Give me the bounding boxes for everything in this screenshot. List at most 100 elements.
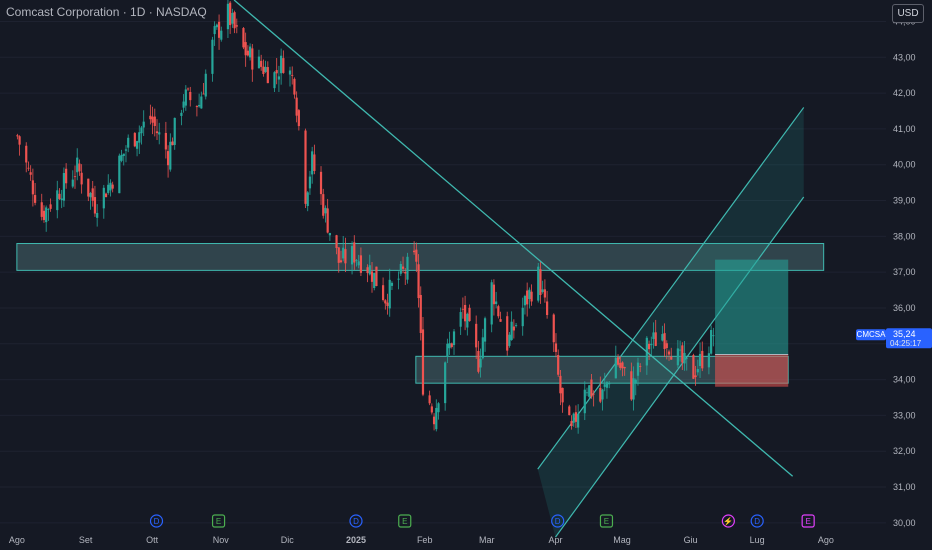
last-price-text: 35,24 xyxy=(893,329,916,339)
price-tick-label: 39,00 xyxy=(893,196,916,206)
candle-body xyxy=(169,141,172,170)
candle-body xyxy=(678,349,682,351)
event-marker[interactable]: D xyxy=(349,514,363,528)
event-marker[interactable]: E xyxy=(398,514,412,528)
time-tick-label: Ago xyxy=(9,535,25,545)
candle-body xyxy=(537,266,540,301)
candle-body xyxy=(599,388,602,402)
candle-body xyxy=(65,168,68,184)
candle-body xyxy=(616,357,620,365)
parallel-channel[interactable] xyxy=(537,107,805,538)
candle-body xyxy=(413,250,416,253)
event-marker[interactable]: D xyxy=(149,514,164,528)
candle-body xyxy=(701,350,704,369)
candle-body xyxy=(182,101,185,108)
candle-body xyxy=(311,151,314,175)
time-tick-label: Mag xyxy=(613,535,631,545)
time-tick-label: Lug xyxy=(750,535,765,545)
candle-body xyxy=(89,193,92,198)
candle-body xyxy=(559,375,562,394)
candle-body xyxy=(652,332,655,339)
event-marker-label: E xyxy=(805,517,810,526)
currency-button[interactable]: USD xyxy=(892,4,924,23)
candle-body xyxy=(368,265,371,275)
candle-body xyxy=(27,167,30,169)
time-tick-label: Feb xyxy=(417,535,433,545)
candle-body xyxy=(557,355,560,375)
candle-body xyxy=(543,289,546,298)
candle-body xyxy=(483,318,487,342)
candle-body xyxy=(366,267,369,274)
long-position-tool[interactable] xyxy=(715,259,789,387)
chart-title: Comcast Corporation · 1D · NASDAQ xyxy=(6,5,207,19)
candle-body xyxy=(244,42,247,56)
candle-body xyxy=(528,289,531,300)
time-axis[interactable]: Ago Set Ott Nov Dic 2025 Feb Mar Apr Mag Giu Lug Ago xyxy=(9,535,834,545)
candle-body xyxy=(446,343,449,357)
candle-body xyxy=(650,343,653,346)
candle-body xyxy=(308,176,312,189)
candle-body xyxy=(512,326,515,331)
candle-body xyxy=(56,190,59,211)
candle-body xyxy=(437,403,440,413)
candle-body xyxy=(561,387,564,403)
event-markers[interactable]: D E D E D E ⚡ D E xyxy=(149,514,815,528)
channel-fill xyxy=(537,107,804,538)
candle-body xyxy=(60,198,63,201)
candle-body xyxy=(663,333,666,350)
time-tick-label: Nov xyxy=(213,535,230,545)
candle-body xyxy=(102,187,105,209)
candle-body xyxy=(401,266,405,269)
candle-body xyxy=(33,195,37,203)
candle-body xyxy=(428,395,431,404)
candle-body xyxy=(337,247,340,263)
candle-body xyxy=(266,67,269,84)
candle-body xyxy=(229,2,232,26)
candle-body xyxy=(233,12,236,29)
candle-body xyxy=(111,184,114,189)
event-marker[interactable]: ⚡ xyxy=(721,514,735,528)
candle-body xyxy=(189,91,192,101)
candle-body xyxy=(448,343,451,349)
candle-body xyxy=(466,313,469,328)
bar-countdown-text: 04:25:17 xyxy=(890,339,922,348)
candle-body xyxy=(526,290,529,305)
candle-body xyxy=(127,137,130,148)
candle-body xyxy=(521,307,524,327)
event-marker[interactable]: E xyxy=(599,514,614,528)
candle-body xyxy=(477,350,480,372)
candle-body xyxy=(350,246,354,265)
candle-body xyxy=(506,316,509,351)
price-tick-label: 42,00 xyxy=(893,88,916,98)
candle-body xyxy=(135,141,139,149)
candle-body xyxy=(375,266,378,287)
price-axis[interactable]: 44,0043,0042,0041,0040,0039,0038,0037,00… xyxy=(886,0,932,550)
candle-body xyxy=(490,282,493,325)
candle-body xyxy=(40,202,43,217)
candle-body xyxy=(288,70,292,75)
candle-body xyxy=(151,116,154,123)
candle-body xyxy=(93,197,97,214)
candle-body xyxy=(707,353,711,368)
candle-body xyxy=(149,115,152,120)
trendline[interactable] xyxy=(233,0,794,477)
candle-body xyxy=(29,172,32,175)
candle-body xyxy=(184,89,187,106)
price-tick-label: 36,00 xyxy=(893,303,916,313)
candle-body xyxy=(399,264,402,274)
candle-body xyxy=(499,319,502,322)
event-marker[interactable]: D xyxy=(551,514,565,528)
candle-body xyxy=(202,93,205,95)
candle-body xyxy=(124,149,128,151)
candle-body xyxy=(639,365,642,367)
price-tag-box xyxy=(886,328,932,349)
candle-body xyxy=(353,242,356,263)
event-marker[interactable]: D xyxy=(750,514,764,528)
event-marker[interactable]: E xyxy=(211,514,226,528)
event-marker[interactable]: E xyxy=(801,514,815,528)
earnings-marker-frame xyxy=(211,514,226,528)
grid-lines xyxy=(0,20,886,524)
candle-body xyxy=(319,171,323,195)
